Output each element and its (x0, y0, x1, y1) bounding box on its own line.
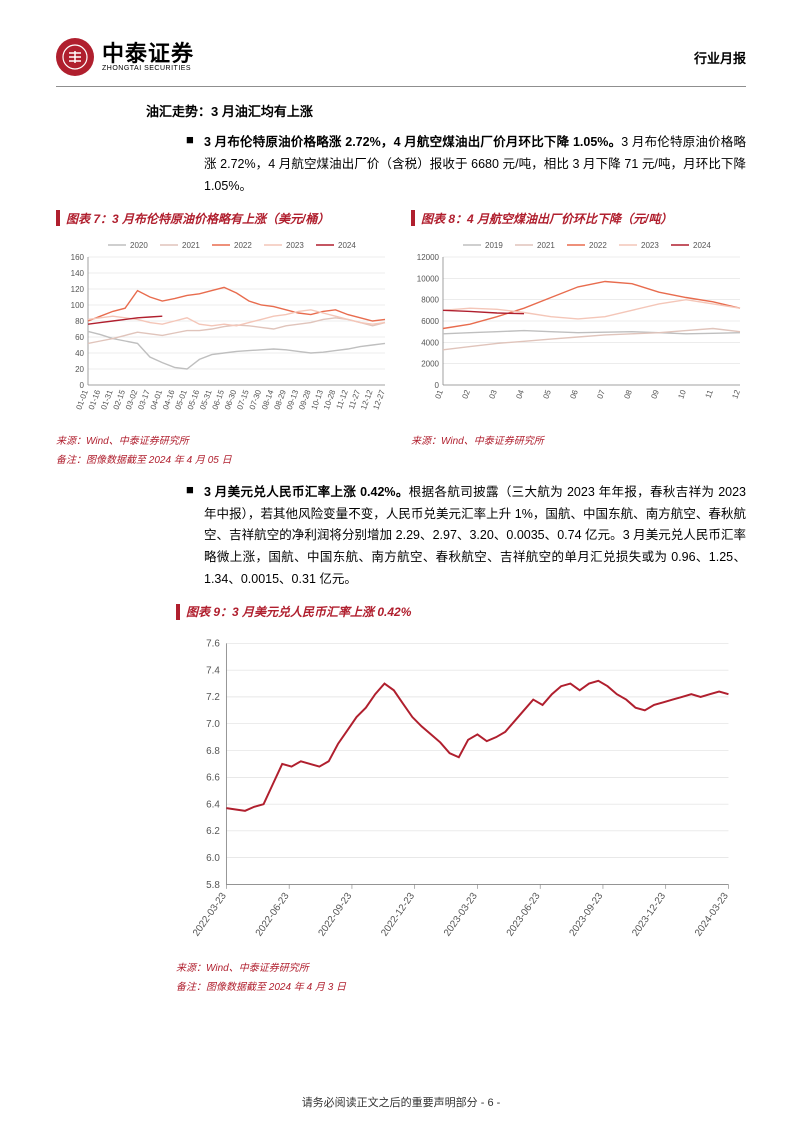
svg-text:5.8: 5.8 (206, 880, 220, 891)
svg-text:6.2: 6.2 (206, 826, 220, 837)
svg-text:2022-12-23: 2022-12-23 (379, 890, 417, 938)
svg-text:4000: 4000 (421, 338, 439, 347)
svg-text:80: 80 (75, 317, 84, 326)
svg-text:6.0: 6.0 (206, 853, 220, 864)
svg-text:02: 02 (460, 388, 472, 400)
svg-text:7.6: 7.6 (206, 639, 220, 650)
chart-8-svg: 2019202120222023202402000400060008000100… (411, 235, 746, 425)
bullet-2-rest: 根据各航司披露（三大航为 2023 年年报，春秋吉祥为 2023 年中报），若其… (204, 485, 746, 587)
svg-text:2021: 2021 (537, 241, 555, 250)
title-tick-icon (176, 604, 180, 620)
chart-7-svg: 2020 2021 2022 2023 2024 0 20 40 60 80 100 120 140 16… (56, 235, 391, 425)
svg-text:0: 0 (80, 381, 85, 390)
svg-text:7.0: 7.0 (206, 719, 220, 730)
chart-9-note: 备注：图像数据截至 2024 年 4 月 3 日 (176, 980, 746, 995)
svg-text:2024: 2024 (338, 241, 356, 250)
svg-text:07: 07 (595, 388, 607, 400)
svg-text:6.6: 6.6 (206, 773, 220, 784)
bullet-1-bold: 3 月布伦特原油价格略涨 2.72%，4 月航空煤油出厂价月环比下降 1.05%… (204, 135, 621, 149)
chart-7-column: 图表 7：3 月布伦特原油价格略有上涨（美元/桶） 20202021202220… (56, 210, 391, 468)
svg-text:6000: 6000 (421, 317, 439, 326)
svg-text:04: 04 (514, 388, 526, 400)
logo-text-cn: 中泰证券 (102, 43, 194, 65)
svg-text:08: 08 (622, 388, 634, 400)
svg-text:06: 06 (568, 388, 580, 400)
svg-text:160: 160 (71, 253, 85, 262)
logo-text-en: ZHONGTAI SECURITIES (102, 65, 194, 72)
chart-7-note: 备注：图像数据截至 2024 年 4 月 05 日 (56, 453, 391, 468)
svg-text:2023-12-23: 2023-12-23 (630, 890, 668, 938)
svg-text:2022-06-23: 2022-06-23 (254, 890, 292, 938)
chart-8-source: 来源：Wind、中泰证券研究所 (411, 434, 746, 449)
svg-text:8000: 8000 (421, 295, 439, 304)
svg-text:09: 09 (649, 388, 661, 400)
logo-icon (56, 38, 94, 76)
svg-text:2000: 2000 (421, 359, 439, 368)
svg-text:2020: 2020 (130, 241, 148, 250)
svg-text:120: 120 (71, 285, 85, 294)
svg-text:2024-03-23: 2024-03-23 (693, 890, 731, 938)
bullet-1-text: 3 月布伦特原油价格略涨 2.72%，4 月航空煤油出厂价月环比下降 1.05%… (204, 132, 746, 198)
svg-text:100: 100 (71, 301, 85, 310)
svg-text:10000: 10000 (417, 274, 440, 283)
svg-text:2023-09-23: 2023-09-23 (567, 890, 605, 938)
svg-text:0: 0 (435, 381, 440, 390)
svg-text:60: 60 (75, 333, 84, 342)
svg-text:2024: 2024 (693, 241, 711, 250)
bullet-1: ■ 3 月布伦特原油价格略涨 2.72%，4 月航空煤油出厂价月环比下降 1.0… (186, 132, 746, 198)
svg-text:2023-06-23: 2023-06-23 (505, 890, 543, 938)
page-footer: 请务必阅读正文之后的重要声明部分 - 6 - (0, 1094, 802, 1110)
chart-9-svg: 5.8 6.0 6.2 6.4 6.6 6.8 7.0 7.2 7.4 7.6 2022-03-23… (176, 628, 746, 957)
svg-text:20: 20 (75, 365, 84, 374)
chart-7-title-bar: 图表 7：3 月布伦特原油价格略有上涨（美元/桶） (56, 210, 391, 227)
svg-text:10: 10 (676, 388, 688, 400)
bullet-marker-icon: ■ (186, 482, 204, 591)
logo-block: 中泰证券 ZHONGTAI SECURITIES (56, 38, 194, 76)
svg-text:6.4: 6.4 (206, 799, 220, 810)
page-header: 中泰证券 ZHONGTAI SECURITIES 行业月报 (56, 38, 746, 87)
chart-9-row: 图表 9：3 月美元兑人民币汇率上涨 0.42% 5.8 6.0 6.2 6.4 6.6… (176, 603, 746, 995)
header-right-label: 行业月报 (694, 48, 746, 67)
chart-8-title-bar: 图表 8：4 月航空煤油出厂价环比下降（元/吨） (411, 210, 746, 227)
svg-text:140: 140 (71, 269, 85, 278)
svg-text:2023: 2023 (286, 241, 304, 250)
svg-text:12000: 12000 (417, 253, 440, 262)
svg-text:11: 11 (704, 388, 715, 399)
svg-text:03: 03 (487, 388, 499, 400)
chart-8-column: 图表 8：4 月航空煤油出厂价环比下降（元/吨） 2019 2021 2022 202… (411, 210, 746, 468)
title-tick-icon (411, 210, 415, 226)
bullet-2-text: 3 月美元兑人民币汇率上涨 0.42%。根据各航司披露（三大航为 2023 年年… (204, 482, 746, 591)
chart-8-title: 图表 8：4 月航空煤油出厂价环比下降（元/吨） (421, 210, 672, 227)
bullet-2: ■ 3 月美元兑人民币汇率上涨 0.42%。根据各航司披露（三大航为 2023 … (186, 482, 746, 591)
svg-text:2022-09-23: 2022-09-23 (316, 890, 354, 938)
svg-text:7.2: 7.2 (206, 692, 220, 703)
chart-7-source: 来源：Wind、中泰证券研究所 (56, 434, 391, 449)
svg-text:12: 12 (730, 388, 742, 400)
svg-text:2019: 2019 (485, 241, 503, 250)
chart-9-title-bar: 图表 9：3 月美元兑人民币汇率上涨 0.42% (176, 603, 746, 620)
svg-text:7.4: 7.4 (206, 665, 220, 676)
chart-9-source: 来源：Wind、中泰证券研究所 (176, 961, 746, 976)
svg-text:2022: 2022 (234, 241, 252, 250)
svg-text:2022: 2022 (589, 241, 607, 250)
svg-text:2022-03-23: 2022-03-23 (191, 890, 229, 938)
title-tick-icon (56, 210, 60, 226)
charts-row-7-8: 图表 7：3 月布伦特原油价格略有上涨（美元/桶） 20202021202220… (56, 210, 746, 468)
chart-7-title: 图表 7：3 月布伦特原油价格略有上涨（美元/桶） (66, 210, 329, 227)
svg-text:01: 01 (433, 388, 445, 400)
svg-text:2023-03-23: 2023-03-23 (442, 890, 480, 938)
svg-text:6.8: 6.8 (206, 746, 220, 757)
svg-text:40: 40 (75, 349, 84, 358)
bullet-2-bold: 3 月美元兑人民币汇率上涨 0.42%。 (204, 485, 409, 499)
bullet-marker-icon: ■ (186, 132, 204, 198)
svg-text:2023: 2023 (641, 241, 659, 250)
svg-text:2021: 2021 (182, 241, 200, 250)
chart-9-title: 图表 9：3 月美元兑人民币汇率上涨 0.42% (186, 603, 411, 620)
svg-text:05: 05 (541, 388, 553, 400)
section-title: 油汇走势：3 月油汇均有上涨 (146, 101, 746, 120)
